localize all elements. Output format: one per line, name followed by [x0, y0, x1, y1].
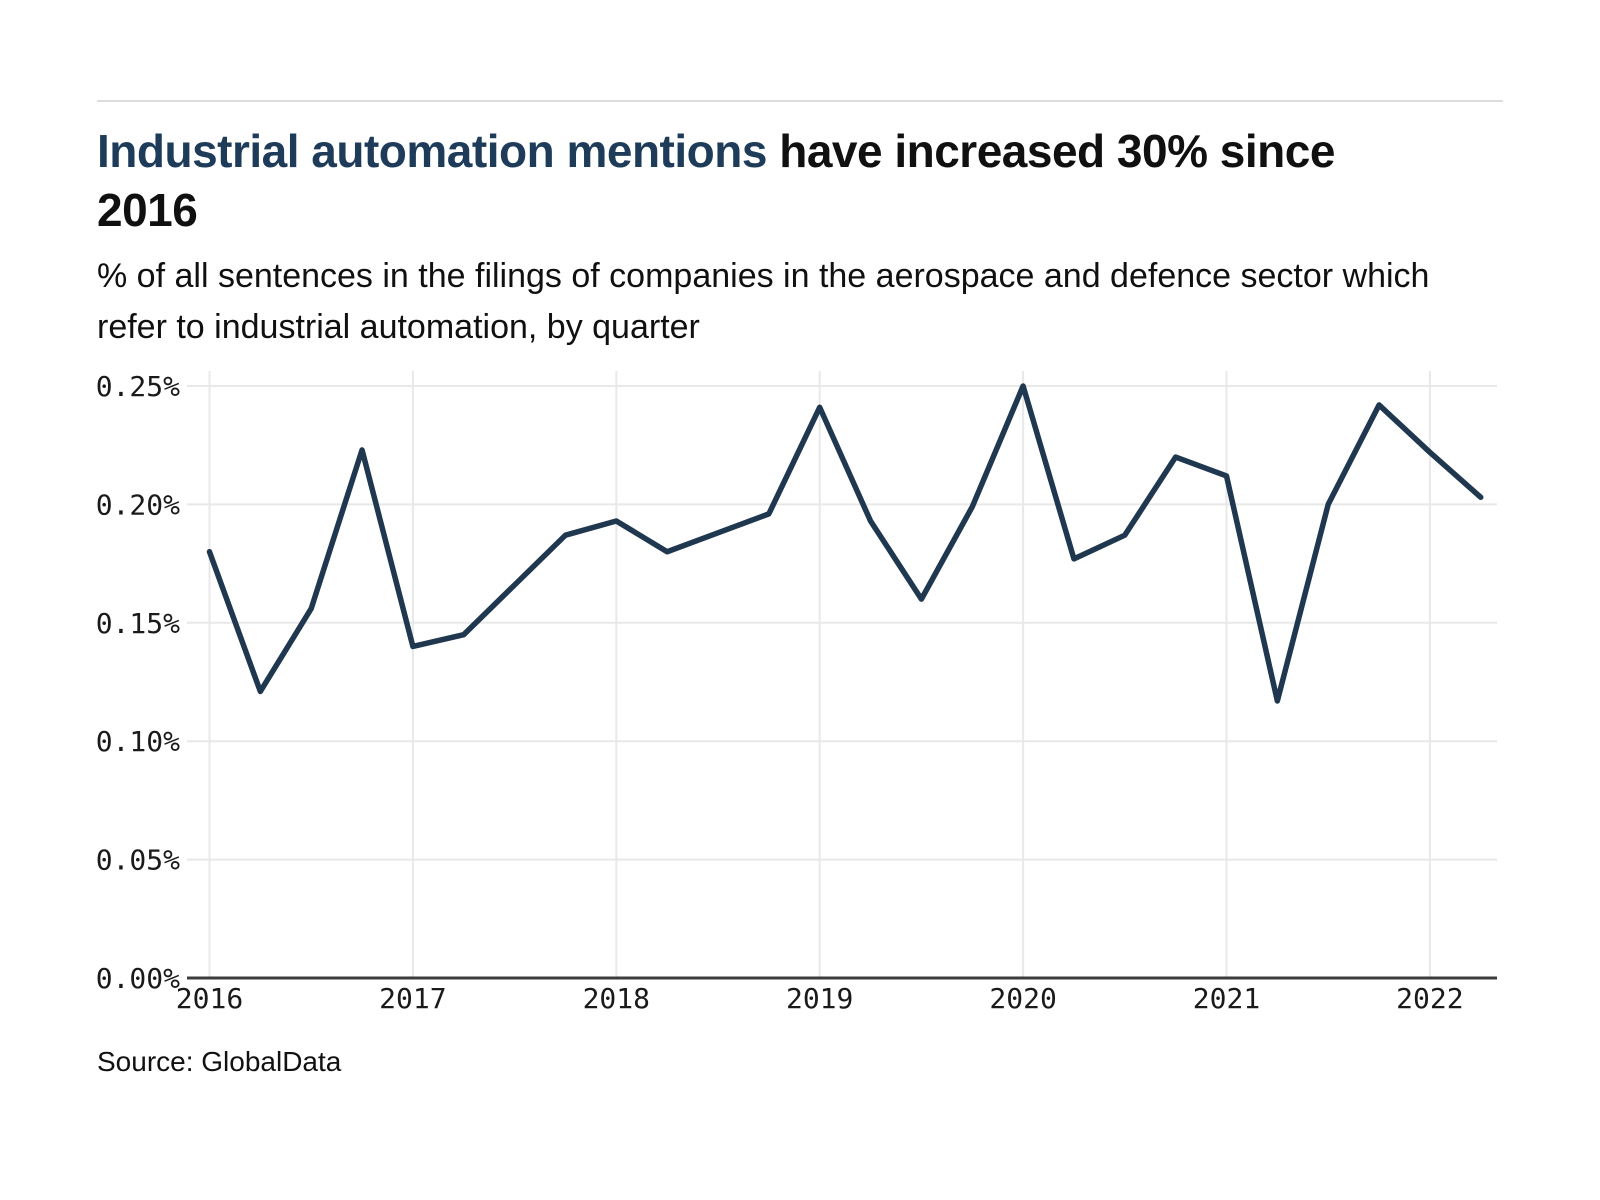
x-axis-tick-labels: 2016 2017 2018 2019 2020 2021 2022: [176, 982, 1464, 1015]
vertical-gridlines: [208, 371, 1431, 978]
y-tick-label: 0.20%: [96, 488, 180, 521]
chart-title: Industrial automation mentions have incr…: [97, 122, 1407, 240]
chart-subtitle: % of all sentences in the filings of com…: [97, 257, 1430, 346]
source-note: Source: GlobalData: [97, 1046, 342, 1077]
x-tick-label: 2020: [989, 982, 1056, 1015]
x-tick-label: 2016: [176, 982, 243, 1015]
x-tick-label: 2022: [1396, 982, 1463, 1015]
chart-title-highlight: Industrial automation mentions: [97, 125, 767, 177]
chart-title-rest: have increased 30% since 2016: [97, 125, 1335, 236]
y-tick-label: 0.10%: [96, 725, 180, 758]
series-line: [206, 383, 1484, 704]
y-tick-label: 0.15%: [96, 607, 180, 640]
x-tick-label: 2019: [786, 982, 853, 1015]
x-tick-label: 2021: [1193, 982, 1260, 1015]
top-divider: [97, 100, 1503, 102]
y-tick-label: 0.00%: [96, 962, 180, 995]
x-tick-label: 2018: [583, 982, 650, 1015]
y-tick-label: 0.05%: [96, 844, 180, 877]
y-axis-tick-labels: 0.00% 0.05% 0.10% 0.15% 0.20% 0.25%: [96, 370, 180, 995]
data-line-series: [206, 383, 1484, 704]
x-tick-label: 2017: [379, 982, 446, 1015]
y-tick-label: 0.25%: [96, 370, 180, 403]
